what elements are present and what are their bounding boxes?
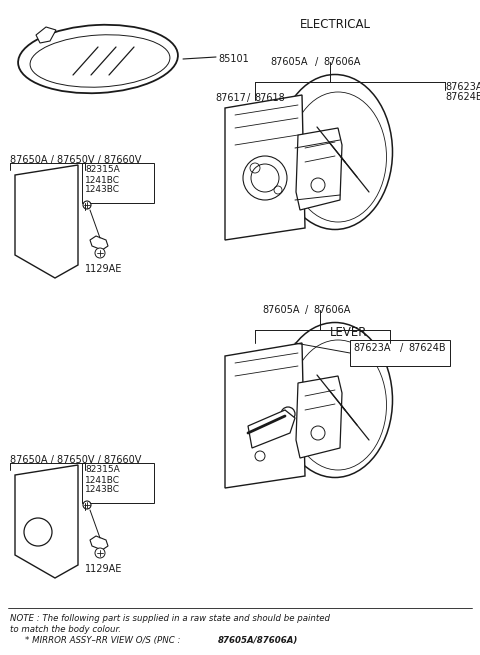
Text: 1241BC: 1241BC [85,176,120,185]
Text: 1129AE: 1129AE [85,564,122,574]
Circle shape [83,501,91,509]
Bar [350,340,450,366]
Bar [82,463,154,503]
Circle shape [95,548,105,558]
Text: 87624B: 87624B [408,343,445,353]
Text: /: / [315,57,318,67]
Polygon shape [90,536,108,550]
Polygon shape [296,376,342,458]
Text: ELECTRICAL: ELECTRICAL [300,18,371,31]
Polygon shape [15,465,78,578]
Text: 87624B: 87624B [445,92,480,102]
Text: * MIRROR ASSY–RR VIEW O/S (PNC :: * MIRROR ASSY–RR VIEW O/S (PNC : [25,636,183,645]
Text: 1241BC: 1241BC [85,476,120,485]
Text: 87605A: 87605A [270,57,308,67]
Text: 87618: 87618 [254,93,285,103]
Text: /: / [305,305,308,315]
Text: LEVER: LEVER [330,326,367,339]
Text: 87650A / 87650V / 87660V: 87650A / 87650V / 87660V [10,155,142,165]
Text: 87650A / 87650V / 87660V: 87650A / 87650V / 87660V [10,455,142,465]
Text: 1129AE: 1129AE [85,264,122,274]
Text: 82315A: 82315A [85,165,120,174]
Polygon shape [296,128,342,210]
Ellipse shape [277,75,393,229]
Ellipse shape [277,322,393,477]
Text: 87605A/87606A): 87605A/87606A) [218,636,299,645]
Text: to match the body colour.: to match the body colour. [10,625,121,634]
Circle shape [95,248,105,258]
Text: /: / [247,93,250,103]
Text: 87605A: 87605A [262,305,300,315]
Polygon shape [225,343,305,488]
Bar [82,163,154,203]
Circle shape [281,407,295,421]
Text: 87617: 87617 [215,93,246,103]
Polygon shape [90,236,108,250]
Text: 87606A: 87606A [323,57,360,67]
Polygon shape [36,27,56,43]
Text: 85101: 85101 [218,54,249,64]
Text: 82315A: 82315A [85,465,120,474]
Polygon shape [225,95,305,240]
Text: 1243BC: 1243BC [85,185,120,194]
Polygon shape [248,410,295,448]
Text: 1243BC: 1243BC [85,485,120,494]
Text: 87606A: 87606A [313,305,350,315]
Circle shape [83,201,91,209]
Text: 87623A: 87623A [445,82,480,92]
Text: 87623A: 87623A [353,343,391,353]
Text: NOTE : The following part is supplied in a raw state and should be painted: NOTE : The following part is supplied in… [10,614,330,623]
Polygon shape [15,165,78,278]
Text: /: / [400,343,403,353]
